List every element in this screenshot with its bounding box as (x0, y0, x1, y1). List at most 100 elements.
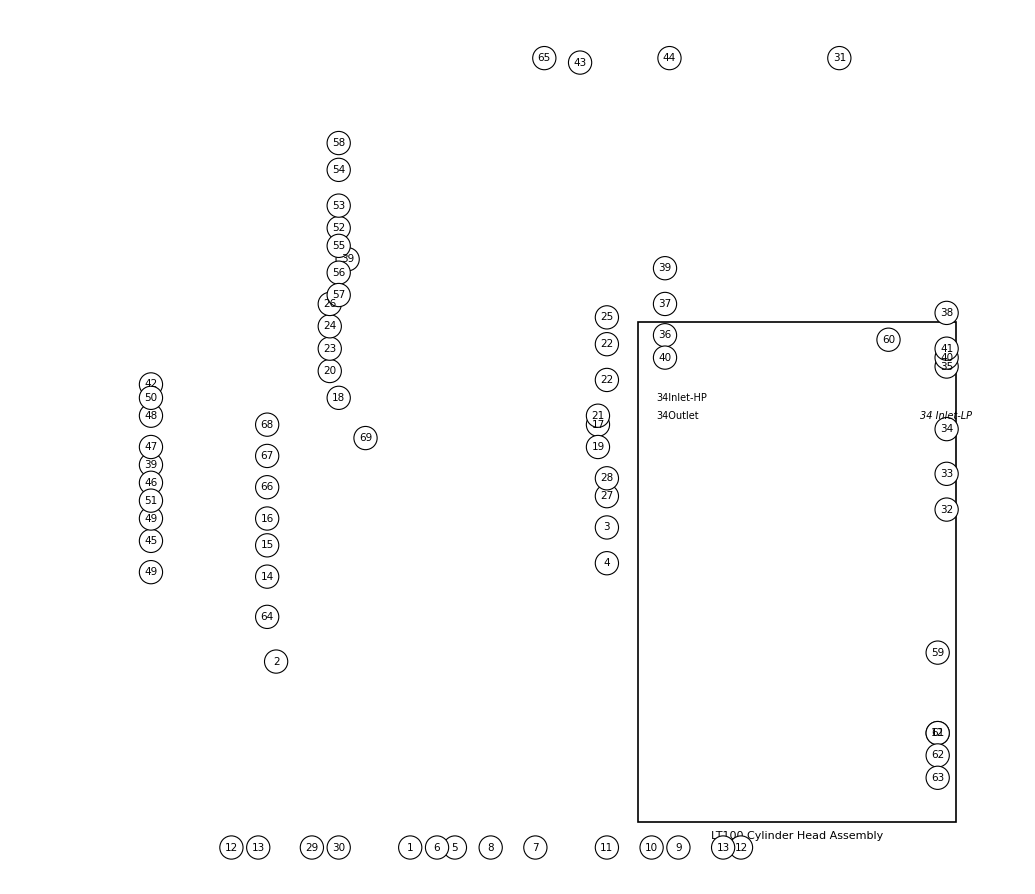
Text: 24: 24 (323, 321, 336, 332)
Text: 39: 39 (341, 254, 354, 265)
Text: 55: 55 (332, 240, 346, 251)
Text: 60: 60 (882, 334, 895, 345)
Text: 45: 45 (144, 536, 157, 546)
Circle shape (587, 435, 610, 459)
Circle shape (265, 650, 288, 673)
Text: 42: 42 (144, 379, 157, 390)
Text: 63: 63 (932, 772, 944, 783)
Circle shape (327, 131, 350, 155)
Circle shape (140, 529, 162, 552)
Circle shape (730, 836, 752, 859)
Circle shape (640, 836, 663, 859)
Text: 57: 57 (332, 290, 346, 300)
Text: 61: 61 (932, 728, 944, 738)
Circle shape (140, 489, 162, 512)
Circle shape (595, 516, 619, 539)
Text: 25: 25 (600, 312, 614, 323)
Circle shape (140, 561, 162, 584)
Text: 4: 4 (603, 558, 611, 569)
Circle shape (256, 444, 278, 468)
Circle shape (658, 46, 681, 70)
Text: 34 Inlet-LP: 34 Inlet-LP (920, 410, 972, 421)
Circle shape (568, 51, 592, 74)
Text: 65: 65 (538, 53, 551, 63)
Text: 27: 27 (600, 491, 614, 502)
Text: 36: 36 (658, 330, 672, 341)
Text: 13: 13 (252, 842, 265, 853)
Text: 35: 35 (940, 361, 953, 372)
Text: 15: 15 (261, 540, 274, 551)
Circle shape (256, 507, 278, 530)
Circle shape (926, 721, 949, 745)
Text: 13: 13 (716, 842, 730, 853)
Text: 22: 22 (600, 375, 614, 385)
Circle shape (327, 386, 350, 409)
Circle shape (587, 413, 610, 436)
Circle shape (318, 292, 342, 316)
Circle shape (354, 426, 377, 450)
Text: 40: 40 (940, 352, 953, 363)
Circle shape (935, 462, 958, 485)
Text: 58: 58 (332, 138, 346, 148)
Text: 12: 12 (225, 842, 238, 853)
Text: 19: 19 (591, 442, 604, 452)
Circle shape (524, 836, 548, 859)
Text: 47: 47 (144, 442, 157, 452)
Circle shape (935, 301, 958, 325)
Circle shape (256, 476, 278, 499)
Text: 41: 41 (940, 343, 953, 354)
Text: LT100 Cylinder Head Assembly: LT100 Cylinder Head Assembly (711, 831, 883, 841)
Circle shape (256, 565, 278, 588)
Circle shape (140, 373, 162, 396)
Circle shape (595, 368, 619, 392)
Circle shape (256, 605, 278, 628)
Circle shape (667, 836, 690, 859)
Text: 39: 39 (144, 460, 157, 470)
Circle shape (828, 46, 851, 70)
Circle shape (300, 836, 324, 859)
Text: 39: 39 (658, 263, 672, 274)
Circle shape (711, 836, 735, 859)
Circle shape (443, 836, 467, 859)
Text: 21: 21 (591, 410, 604, 421)
Text: 68: 68 (261, 419, 274, 430)
Text: 50: 50 (145, 392, 157, 403)
Circle shape (256, 413, 278, 436)
Text: 23: 23 (323, 343, 336, 354)
Text: 8: 8 (487, 842, 494, 853)
Text: 34Inlet-HP: 34Inlet-HP (656, 392, 707, 403)
Circle shape (935, 417, 958, 441)
Circle shape (479, 836, 502, 859)
Circle shape (219, 836, 243, 859)
Circle shape (327, 836, 350, 859)
Text: 1: 1 (407, 842, 414, 853)
Circle shape (246, 836, 270, 859)
Text: 46: 46 (144, 477, 157, 488)
Text: 17: 17 (591, 419, 604, 430)
Circle shape (318, 359, 342, 383)
Text: 64: 64 (261, 611, 274, 622)
Circle shape (140, 404, 162, 427)
Circle shape (935, 346, 958, 369)
Text: 33: 33 (940, 468, 953, 479)
Circle shape (587, 404, 610, 427)
Circle shape (327, 194, 350, 217)
Circle shape (653, 324, 677, 347)
Text: 18: 18 (332, 392, 346, 403)
Circle shape (653, 257, 677, 280)
Circle shape (926, 766, 949, 789)
Circle shape (327, 158, 350, 181)
Circle shape (140, 386, 162, 409)
Text: 9: 9 (675, 842, 682, 853)
Circle shape (140, 507, 162, 530)
Circle shape (318, 315, 342, 338)
Text: 53: 53 (332, 200, 346, 211)
Circle shape (327, 283, 350, 307)
Circle shape (256, 534, 278, 557)
Text: 3: 3 (603, 522, 611, 533)
Circle shape (327, 261, 350, 284)
Circle shape (533, 46, 556, 70)
Text: 14: 14 (261, 571, 274, 582)
Circle shape (595, 333, 619, 356)
Circle shape (318, 337, 342, 360)
